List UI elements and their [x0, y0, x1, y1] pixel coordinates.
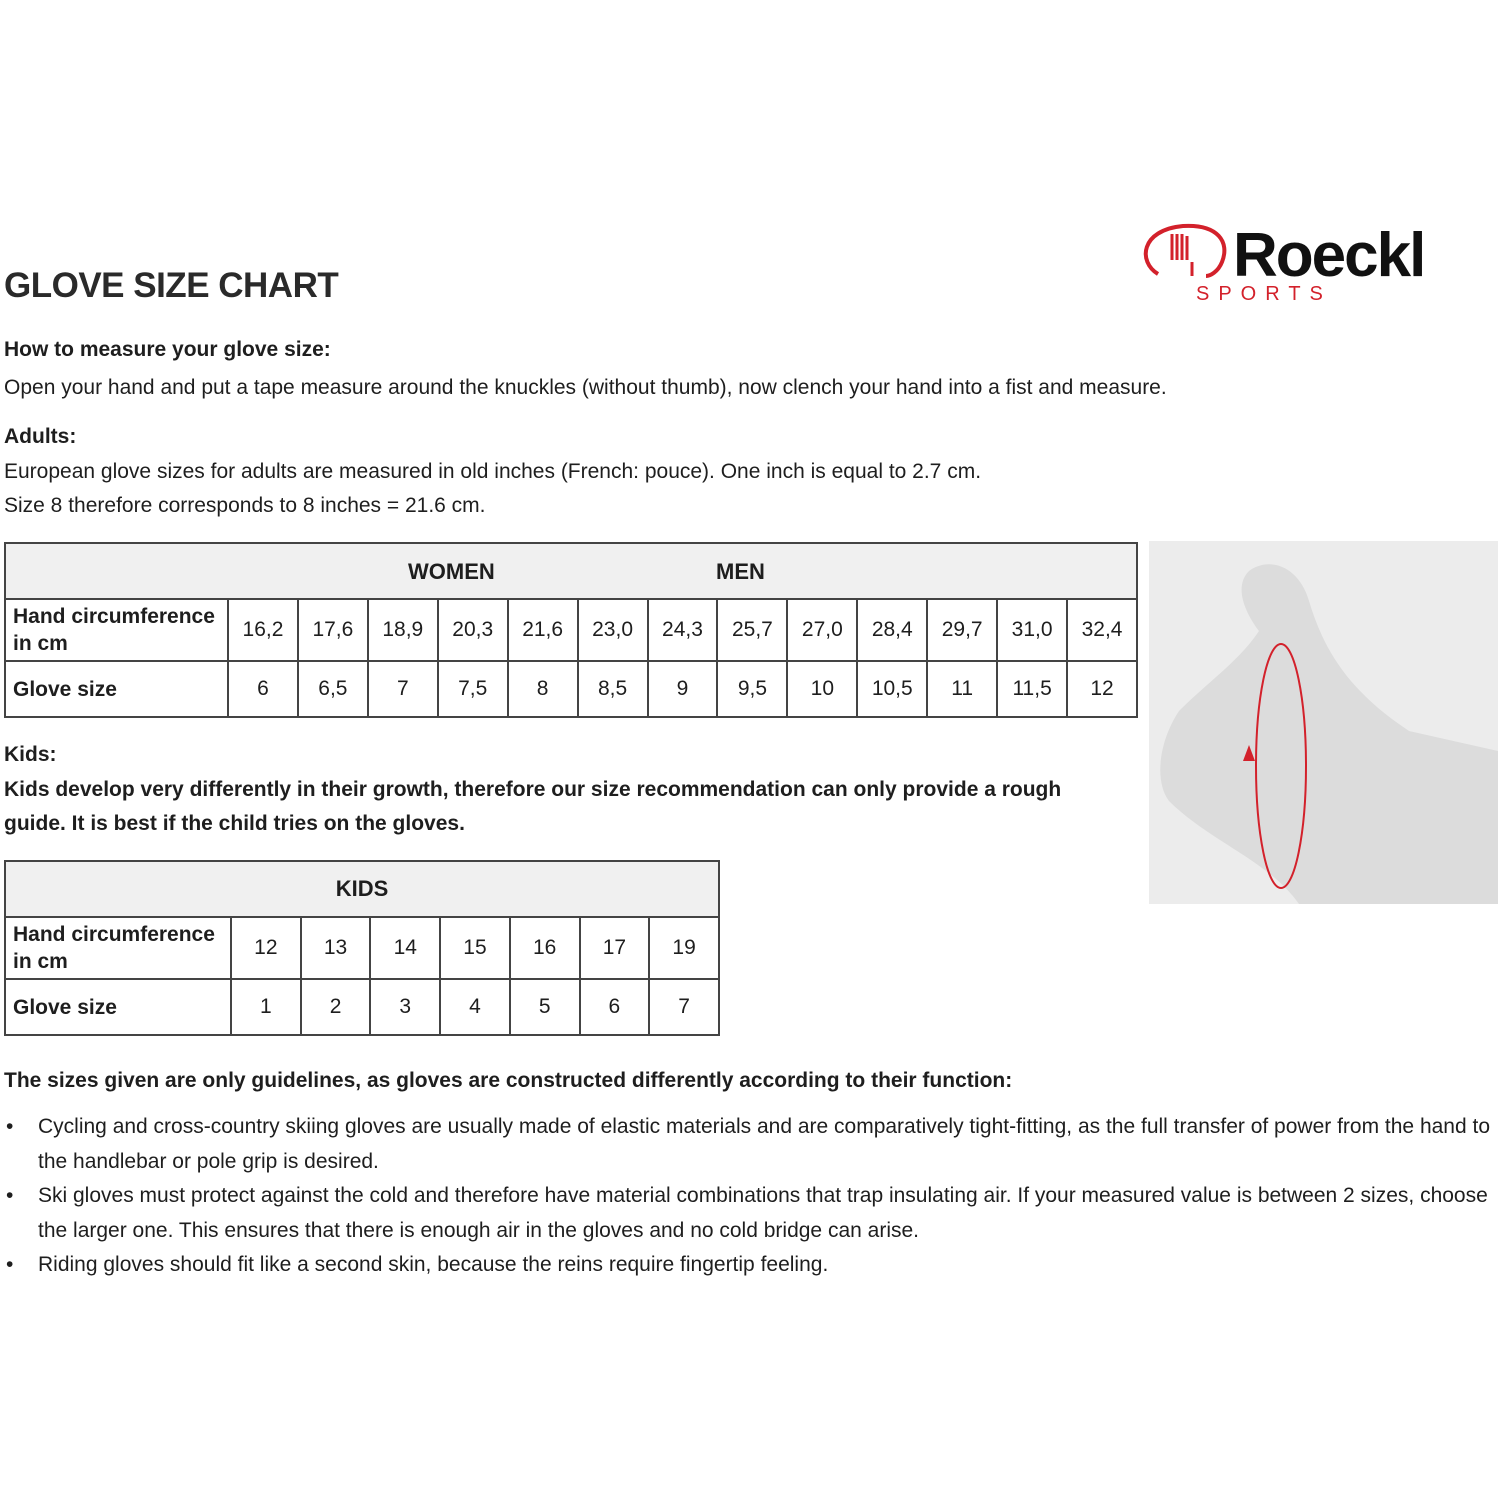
- roeckl-logo: Roeckl SPORTS: [1138, 221, 1500, 305]
- table-cell: 16: [508, 916, 581, 980]
- table-cell: 12: [1066, 660, 1138, 718]
- adults-line1: European glove sizes for adults are meas…: [4, 460, 982, 483]
- table-cell: 6,5: [296, 660, 369, 718]
- table-cell: 19: [648, 916, 720, 980]
- table-cell: 8: [506, 660, 579, 718]
- kids-size-table: KIDS Hand circumference in cm 12 13 14 15 16 1…: [4, 860, 720, 1036]
- table-cell: 8,5: [576, 660, 649, 718]
- table-cell: 18,9: [366, 598, 439, 662]
- list-item: Ski gloves must protect against the cold…: [4, 1179, 1494, 1248]
- table-cell: 24,3: [646, 598, 719, 662]
- table-cell: 14: [369, 916, 442, 980]
- table-cell: 4: [439, 978, 511, 1036]
- table-cell: 7,5: [436, 660, 509, 718]
- table-cell: 27,0: [786, 598, 859, 662]
- table-cell: 10,5: [856, 660, 929, 718]
- table-cell: 6: [227, 660, 299, 718]
- table-cell: 10: [786, 660, 859, 718]
- table-cell: 21,6: [506, 598, 579, 662]
- measure-heading: How to measure your glove size:: [4, 338, 331, 361]
- table-cell: 7: [648, 978, 720, 1036]
- adult-size-table: WOMEN MEN Hand circumference in cm 16,2 17…: [4, 542, 1138, 718]
- table-cell: 5: [508, 978, 581, 1036]
- list-item: Riding gloves should fit like a second s…: [4, 1248, 1494, 1283]
- hand-measure-illustration: [1149, 541, 1498, 904]
- kids-heading: Kids:: [4, 743, 57, 766]
- table-cell: 9,5: [716, 660, 789, 718]
- logo-sports: SPORTS: [1196, 283, 1332, 304]
- adults-heading: Adults:: [4, 425, 77, 448]
- table-cell: 12: [230, 916, 302, 980]
- women-header: WOMEN: [408, 559, 495, 584]
- kids-line1: Kids develop very differently in their g…: [4, 778, 1062, 801]
- page-title: GLOVE SIZE CHART: [4, 266, 339, 305]
- row-label: Hand circumference in cm: [4, 916, 232, 980]
- notes-heading: The sizes given are only guidelines, as …: [4, 1069, 1013, 1092]
- table-cell: 3: [369, 978, 442, 1036]
- measure-text: Open your hand and put a tape measure ar…: [4, 376, 1167, 399]
- kids-line2: guide. It is best if the child tries on …: [4, 812, 465, 835]
- table-cell: 29,7: [926, 598, 999, 662]
- list-item: Cycling and cross-country skiing gloves …: [4, 1110, 1494, 1179]
- notes-list: Cycling and cross-country skiing gloves …: [4, 1110, 1494, 1283]
- table-cell: 31,0: [996, 598, 1069, 662]
- logo-wordmark: Roeckl: [1233, 222, 1424, 290]
- table-cell: 13: [299, 916, 372, 980]
- table-cell: 32,4: [1066, 598, 1138, 662]
- adults-line2: Size 8 therefore corresponds to 8 inches…: [4, 494, 486, 517]
- table-cell: 6: [578, 978, 651, 1036]
- row-label: Glove size: [4, 978, 232, 1036]
- table-cell: 17: [578, 916, 651, 980]
- table-cell: 23,0: [576, 598, 649, 662]
- table-cell: 20,3: [436, 598, 509, 662]
- table-cell: 9: [646, 660, 719, 718]
- table-cell: 11: [926, 660, 999, 718]
- row-label: Glove size: [4, 660, 229, 718]
- table-cell: 7: [366, 660, 439, 718]
- kids-header: KIDS: [4, 860, 720, 918]
- table-cell: 1: [230, 978, 302, 1036]
- table-cell: 16,2: [227, 598, 299, 662]
- table-cell: 17,6: [296, 598, 369, 662]
- table-cell: 28,4: [856, 598, 929, 662]
- men-header: MEN: [716, 559, 765, 584]
- row-label: Hand circumference in cm: [4, 598, 229, 662]
- table-cell: 25,7: [716, 598, 789, 662]
- table-cell: 2: [299, 978, 372, 1036]
- table-cell: 11,5: [996, 660, 1069, 718]
- table-cell: 15: [439, 916, 511, 980]
